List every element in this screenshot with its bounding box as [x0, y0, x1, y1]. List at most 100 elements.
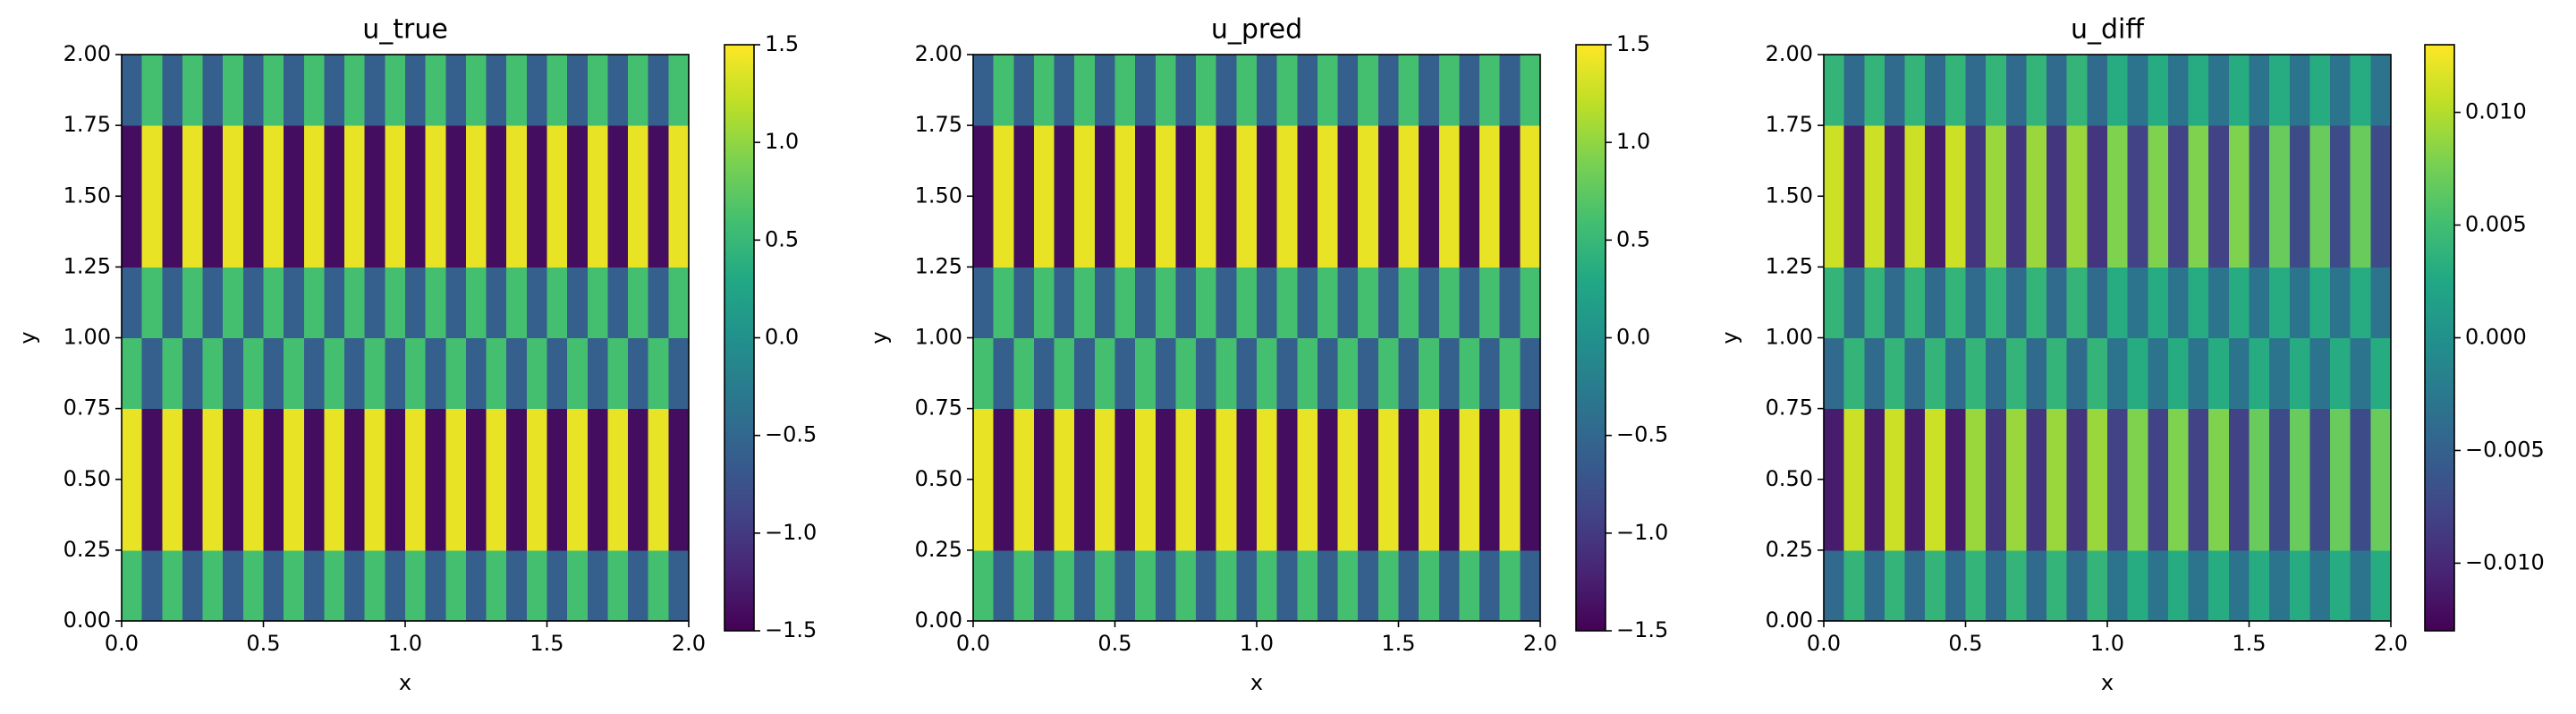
heatmap-cell	[344, 196, 366, 268]
heatmap-cell	[2289, 125, 2311, 197]
heatmap-cell	[607, 479, 629, 551]
heatmap-cell	[2167, 408, 2190, 480]
heatmap-cell	[1459, 408, 1480, 480]
heatmap-cell	[1013, 125, 1035, 197]
heatmap-cell	[2148, 125, 2169, 197]
heatmap-cell	[1438, 549, 1461, 622]
heatmap-cell	[607, 337, 629, 410]
heatmap-cell	[547, 125, 568, 197]
heatmap-cell	[1276, 337, 1298, 410]
heatmap-cell	[1438, 125, 1461, 197]
heatmap-cell	[2087, 55, 2108, 126]
heatmap-cell	[2087, 479, 2108, 551]
heatmap-cell	[1499, 549, 1521, 622]
heatmap-cell	[1216, 196, 1237, 268]
heatmap-cell	[1175, 125, 1197, 197]
heatmap-cell	[202, 55, 224, 126]
heatmap-cell	[425, 55, 446, 126]
heatmap-cell	[1419, 125, 1440, 197]
heatmap-cell	[344, 55, 366, 126]
heatmap-cell	[2026, 267, 2047, 339]
heatmap-cell	[1236, 125, 1258, 197]
heatmap-cell	[1843, 55, 1865, 126]
heatmap-cell	[1843, 408, 1865, 480]
heatmap-cell	[1297, 479, 1318, 551]
x-tick-label: 1.0	[388, 631, 422, 656]
x-axis-label: x	[2101, 670, 2114, 695]
heatmap-cell	[1216, 408, 1237, 480]
colorbar-tick-label: 1.0	[1616, 129, 1650, 154]
chart-title: u_pred	[1211, 14, 1302, 46]
heatmap-cell	[1925, 549, 1946, 622]
heatmap-cell	[1054, 549, 1075, 622]
heatmap-cell	[2249, 479, 2270, 551]
heatmap-cell	[1257, 479, 1278, 551]
colorbar-tick-label: −0.010	[2465, 549, 2545, 574]
heatmap-cell	[506, 55, 528, 126]
x-tick-label: 1.5	[2232, 631, 2266, 656]
heatmap-cell	[405, 267, 427, 339]
heatmap-cell	[2249, 408, 2270, 480]
heatmap-cell	[486, 267, 507, 339]
heatmap-cell	[2188, 267, 2209, 339]
heatmap-cell	[1499, 479, 1521, 551]
heatmap-cell	[1884, 408, 1906, 480]
heatmap-cell	[1965, 125, 1987, 197]
heatmap-cell	[1155, 479, 1177, 551]
heatmap-cell	[1945, 267, 1967, 339]
heatmap-cell	[141, 549, 163, 622]
heatmap-cell	[2005, 55, 2028, 126]
heatmap-cell	[465, 337, 487, 410]
heatmap-cell	[1276, 408, 1298, 480]
x-tick-label: 0.0	[105, 631, 139, 656]
heatmap-cell	[1297, 267, 1318, 339]
heatmap-cell	[324, 479, 345, 551]
heatmap-cell	[2350, 267, 2371, 339]
colorbar-tick-label: −0.5	[765, 422, 817, 447]
heatmap-cell	[567, 125, 589, 197]
heatmap-cell	[2228, 55, 2250, 126]
heatmap-cell	[2309, 267, 2331, 339]
heatmap-cell	[2167, 125, 2190, 197]
heatmap-cell	[567, 408, 589, 480]
chart-title: u_diff	[2071, 14, 2145, 46]
heatmap-cell	[1419, 337, 1440, 410]
heatmap-cell	[2005, 125, 2028, 197]
heatmap-cell	[1377, 196, 1400, 268]
heatmap-cell	[2289, 408, 2311, 480]
heatmap-cell	[284, 549, 305, 622]
heatmap-cell	[2370, 408, 2392, 480]
heatmap-cell	[344, 479, 366, 551]
y-tick-label: 0.00	[64, 608, 111, 633]
heatmap-cell	[2127, 267, 2148, 339]
heatmap-cell	[1965, 267, 1987, 339]
heatmap-cell	[2188, 479, 2209, 551]
heatmap-cell	[1986, 55, 2007, 126]
heatmap-cell	[1824, 337, 1845, 410]
heatmap-cell	[547, 267, 568, 339]
heatmap-cell	[445, 55, 467, 126]
heatmap-cell	[1074, 196, 1096, 268]
heatmap-cell	[1945, 196, 1967, 268]
heatmap-cell	[1438, 337, 1461, 410]
heatmap-cell	[1925, 408, 1946, 480]
heatmap-cell	[1377, 267, 1400, 339]
heatmap-cell	[303, 479, 326, 551]
heatmap-cell	[1114, 267, 1136, 339]
heatmap-cell	[2289, 337, 2311, 410]
heatmap-cell	[2087, 337, 2108, 410]
colorbar-tick-label: 0.0	[1616, 325, 1650, 350]
heatmap-cell	[223, 196, 244, 268]
heatmap-cell	[1013, 337, 1035, 410]
heatmap-cell	[1864, 408, 1885, 480]
heatmap-cell	[2026, 55, 2047, 126]
heatmap-cell	[1843, 549, 1865, 622]
heatmap-cell	[122, 408, 143, 480]
heatmap-cell	[2005, 479, 2028, 551]
heatmap-cell	[405, 125, 427, 197]
heatmap-cell	[2046, 337, 2068, 410]
heatmap-cell	[465, 196, 487, 268]
heatmap-cell	[141, 55, 163, 126]
y-tick-label: 2.00	[1766, 41, 1813, 66]
heatmap-cell	[668, 479, 690, 551]
